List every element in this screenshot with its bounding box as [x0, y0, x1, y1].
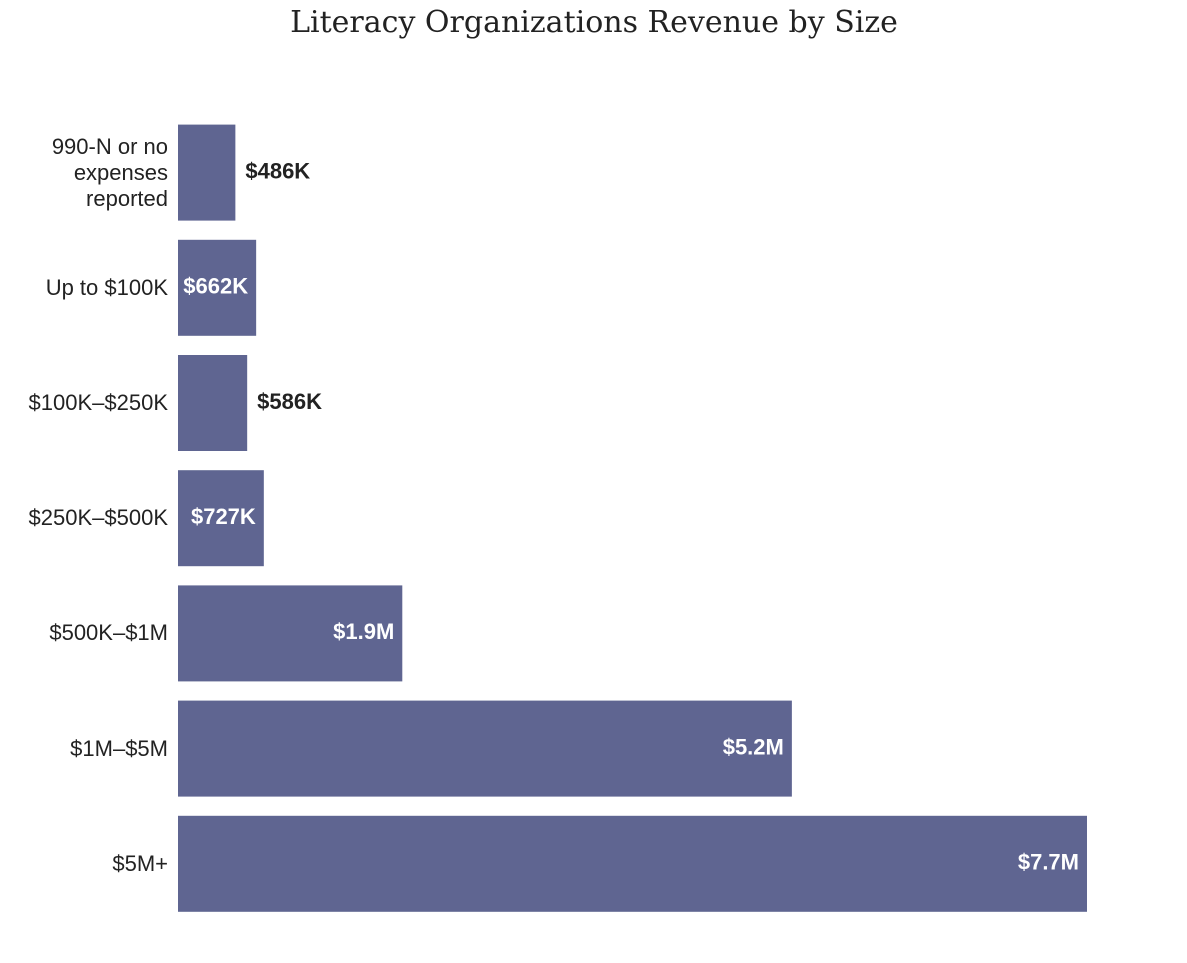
chart-title: Literacy Organizations Revenue by Size	[290, 5, 898, 40]
y-tick-label: Up to $100K	[45, 274, 168, 300]
y-tick-label: $1M–$5M	[70, 735, 168, 761]
bar	[178, 585, 403, 682]
y-tick-label: $5M+	[112, 850, 168, 876]
bar	[178, 239, 257, 336]
value-label: $7.7M	[1018, 850, 1079, 875]
y-tick-label: 990-N or no expenses reported	[51, 133, 168, 211]
y-tick-label: $500K–$1M	[49, 620, 168, 646]
bar	[178, 470, 264, 567]
value-label: $727K	[191, 504, 256, 529]
bar	[178, 124, 236, 221]
bar	[178, 355, 248, 451]
value-label: $486K	[245, 158, 310, 183]
value-label: $5.2M	[723, 734, 784, 759]
value-label: $586K	[257, 389, 322, 414]
value-label: $1.9M	[333, 619, 394, 644]
bar	[178, 700, 792, 797]
y-tick-label: $250K–$500K	[28, 505, 168, 531]
value-label: $662K	[183, 274, 248, 299]
y-tick-label: $100K–$250K	[28, 390, 168, 415]
bar	[178, 815, 1087, 912]
